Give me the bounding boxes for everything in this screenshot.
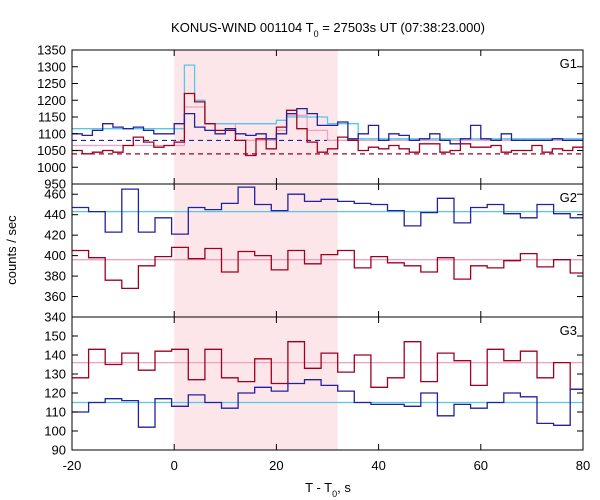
x-tick-label: 60 <box>474 458 488 473</box>
y-tick-label: 1300 <box>37 59 66 74</box>
y-tick-label: 440 <box>44 207 66 222</box>
x-axis-label: T - T0, s <box>305 480 351 499</box>
x-axis-label-sub: 0 <box>332 489 337 499</box>
series-red-g3 <box>72 341 583 390</box>
panel-g2: 340 360 380 400 420 440 460 G2 <box>44 183 584 325</box>
panel-label: G3 <box>560 323 577 338</box>
chart-title-sub: 0 <box>314 29 319 39</box>
y-axis-label: counts / sec <box>4 215 19 285</box>
y-tick-label: 130 <box>44 367 66 382</box>
y-tick-label: 100 <box>44 424 66 439</box>
chart-title-main: KONUS-WIND 001104 T <box>171 20 314 35</box>
series-blue-g2 <box>72 186 583 235</box>
y-tick-label: 1100 <box>38 126 66 141</box>
panel-frame <box>71 316 584 451</box>
x-tick-label: -20 <box>63 458 82 473</box>
x-tick-label: 20 <box>269 458 283 473</box>
y-tick-label: 1150 <box>38 110 66 125</box>
series-blue-g3 <box>72 379 583 428</box>
y-tick-label: 400 <box>44 248 66 263</box>
shaded-interval <box>174 184 338 317</box>
panels-group: 95010001050110011501200125013001350G1340… <box>37 43 584 458</box>
series-blue-g1 <box>72 107 583 145</box>
x-axis-label-main: T - T <box>305 480 332 495</box>
chart-title-rest: = 27503s UT (07:38:23.000) <box>319 20 485 35</box>
chart-title: KONUS-WIND 001104 T0 = 27503s UT (07:38:… <box>171 20 485 39</box>
x-axis-label-rest: , s <box>337 480 351 495</box>
x-tick-label: 80 <box>576 458 590 473</box>
y-tick-label: 460 <box>44 187 66 202</box>
y-tick-label: 1050 <box>37 143 66 158</box>
x-tick-label: 0 <box>171 458 178 473</box>
y-tick-label: 360 <box>44 289 66 304</box>
y-tick-label: 1250 <box>37 76 66 91</box>
y-tick-label: 140 <box>44 348 66 363</box>
x-tick-label: 40 <box>371 458 385 473</box>
panel-g3: 90 100 110 120 130 140 150 G3 <box>44 316 584 458</box>
shaded-interval <box>174 317 338 450</box>
y-tick-label: 950 <box>44 177 66 192</box>
y-tick-label: 110 <box>45 405 66 420</box>
y-tick-label: 150 <box>44 329 66 344</box>
x-axis-ticks: -20 0 20 40 60 80 <box>63 458 591 473</box>
series-red-g2 <box>72 246 583 290</box>
y-tick-label: 340 <box>44 310 66 325</box>
panel-label: G1 <box>560 56 577 71</box>
y-tick-label: 1000 <box>37 160 66 175</box>
y-tick-label: 1200 <box>37 93 66 108</box>
y-tick-label: 90 <box>52 443 66 458</box>
panel-label: G2 <box>560 190 577 205</box>
y-tick-label: 380 <box>44 269 66 284</box>
y-tick-label: 420 <box>44 228 66 243</box>
y-tick-label: 1350 <box>37 43 66 58</box>
series-red-g1 <box>72 92 583 157</box>
y-tick-label: 120 <box>44 386 66 401</box>
